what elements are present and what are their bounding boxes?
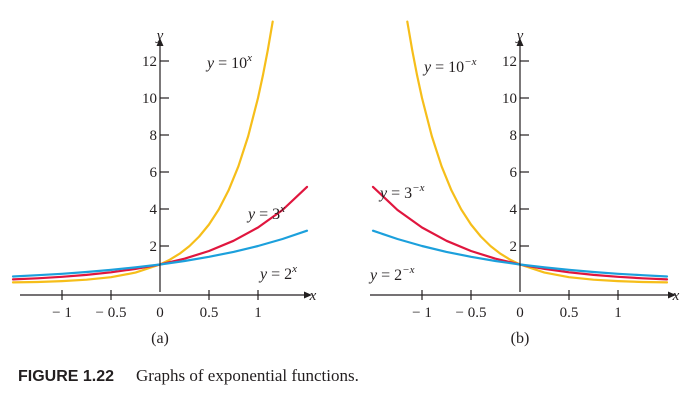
figure-number: FIGURE 1.22 (18, 368, 115, 385)
x-axis-title: x (309, 288, 317, 304)
y-tick-label: 10 (142, 91, 157, 107)
series-label: y = 2−x (368, 264, 415, 284)
series-label: y = 3x (246, 203, 285, 223)
y-axis-arrow-icon (516, 38, 524, 46)
x-axis-arrow-icon (304, 291, 312, 299)
x-tick-label: − 0.5 (96, 305, 127, 321)
x-tick-label: − 1 (52, 305, 72, 321)
x-tick-label: − 1 (412, 305, 432, 321)
y-tick-label: 10 (502, 91, 517, 107)
figure-caption-text: Graphs of exponential functions. (136, 366, 359, 385)
y-tick-label: 2 (150, 239, 158, 255)
y-tick-label: 4 (510, 202, 518, 218)
x-tick-label: − 0.5 (456, 305, 487, 321)
y-axis-title: y (155, 28, 164, 44)
y-tick-label: 12 (142, 54, 157, 70)
y-tick-label: 8 (510, 128, 518, 144)
panel-subtitle: (a) (151, 330, 169, 347)
y-tick-label: 6 (510, 165, 518, 181)
y-tick-label: 6 (150, 165, 158, 181)
x-axis-arrow-icon (668, 291, 676, 299)
x-tick-label: 0 (516, 305, 524, 321)
series-label: y = 3−x (378, 182, 425, 202)
y-tick-label: 12 (502, 54, 517, 70)
x-tick-label: 1 (254, 305, 262, 321)
series-line-base10 (406, 20, 669, 284)
series-line-base10 (11, 20, 274, 284)
x-axis-title: x (672, 288, 680, 304)
series-label: y = 10x (205, 52, 252, 72)
x-tick-label: 1 (614, 305, 622, 321)
panel-subtitle: (b) (511, 330, 530, 347)
series-label: y = 2x (258, 263, 297, 283)
series-label: y = 10−x (422, 56, 477, 76)
y-tick-label: 2 (510, 239, 518, 255)
y-axis-title: y (515, 28, 524, 44)
x-tick-label: 0.5 (560, 305, 579, 321)
y-tick-label: 8 (150, 128, 158, 144)
figure-caption: FIGURE 1.22 Graphs of exponential functi… (18, 366, 359, 386)
y-axis-arrow-icon (156, 38, 164, 46)
x-tick-label: 0 (156, 305, 164, 321)
y-tick-label: 4 (150, 202, 158, 218)
x-tick-label: 0.5 (200, 305, 219, 321)
